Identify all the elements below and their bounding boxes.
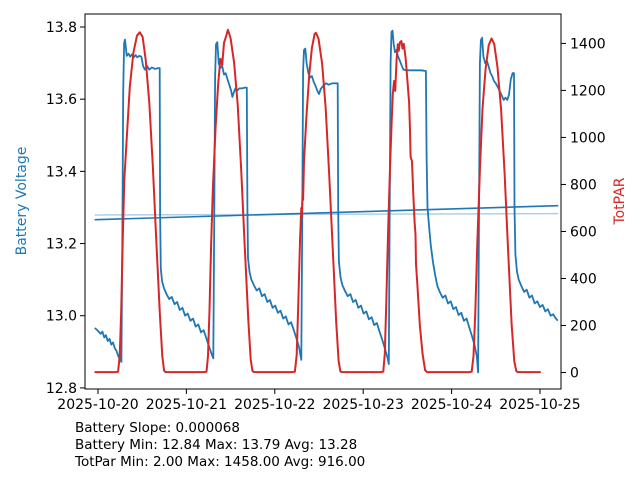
left-y-tick-label: 13.4	[46, 164, 77, 180]
x-tick-label: 2025-10-22	[234, 397, 315, 413]
axes-border	[84, 13, 562, 390]
stats-annotations: Battery Slope: 0.000068 Battery Min: 12.…	[75, 420, 365, 470]
right-y-tick-label: 400	[570, 271, 597, 287]
annotation-battery-slope: Battery Slope: 0.000068	[75, 420, 240, 436]
series-battery-trend-light	[94, 212, 559, 216]
left-y-tick-label: 13.6	[46, 92, 77, 108]
right-axis-title: TotPAR	[612, 177, 628, 225]
right-y-tick-label: 1200	[570, 83, 606, 99]
series-battery-voltage	[94, 29, 559, 374]
x-tick-label: 2025-10-24	[411, 397, 492, 413]
right-y-tick-label: 200	[570, 319, 597, 335]
annotation-totpar-stats: TotPar Min: 2.00 Max: 1458.00 Avg: 916.0…	[75, 453, 366, 470]
series-totpar	[94, 28, 541, 374]
series-battery-trend	[94, 204, 559, 221]
left-axis-title: Battery Voltage	[14, 146, 30, 256]
right-y-tick-label: 0	[570, 366, 579, 382]
right-y-tick-label: 1400	[570, 36, 606, 52]
left-y-tick-label: 13.0	[46, 309, 77, 325]
left-y-tick-label: 12.8	[46, 381, 77, 397]
right-y-tick-label: 600	[570, 224, 597, 240]
right-y-tick-label: 800	[570, 177, 597, 193]
x-tick-label: 2025-10-20	[57, 397, 138, 413]
x-tick-label: 2025-10-25	[499, 397, 580, 413]
x-tick-label: 2025-10-21	[146, 397, 227, 413]
right-y-tick-label: 1000	[570, 130, 606, 146]
left-y-tick-label: 13.2	[46, 237, 77, 253]
x-tick-label: 2025-10-23	[322, 397, 403, 413]
left-y-tick-label: 13.8	[46, 20, 77, 36]
annotation-battery-stats: Battery Min: 12.84 Max: 13.79 Avg: 13.28	[75, 436, 358, 453]
